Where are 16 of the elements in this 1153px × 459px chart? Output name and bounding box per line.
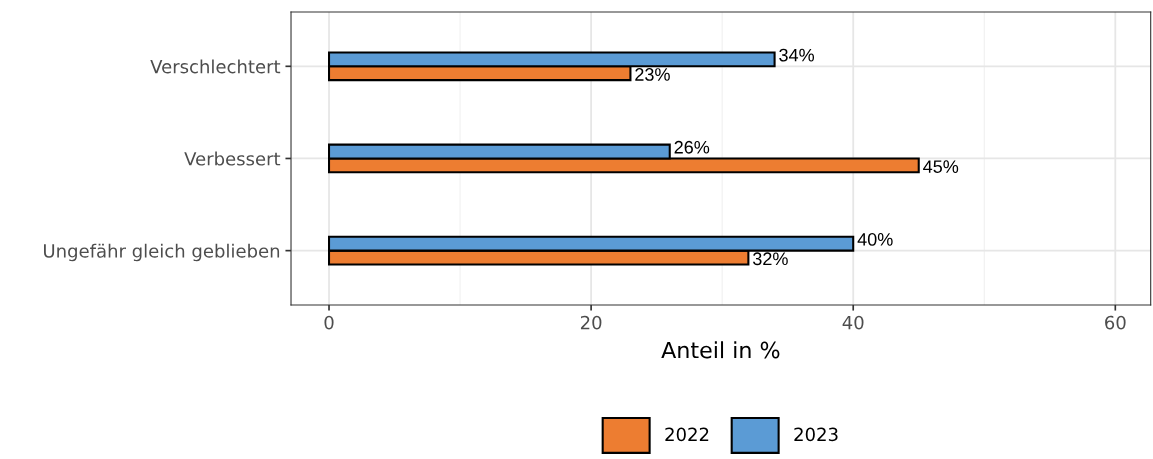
y-tick-label: Verschlechtert xyxy=(150,59,281,74)
legend-label: 2023 xyxy=(794,427,838,442)
data-label: 32% xyxy=(753,252,788,266)
y-tick-label: Ungefähr gleich geblieben xyxy=(44,243,280,262)
data-label: 23% xyxy=(635,68,670,81)
x-tick-label: 0 xyxy=(324,315,334,330)
x-tick-label: 20 xyxy=(580,315,602,330)
data-label: 45% xyxy=(923,160,959,173)
x-tick-label: 40 xyxy=(842,315,864,330)
data-label: 26% xyxy=(674,140,710,154)
y-tick-label: Verbessert xyxy=(184,151,281,166)
data-label: 40% xyxy=(857,233,893,246)
data-label: 34% xyxy=(779,48,815,62)
x-tick-label: 60 xyxy=(1105,315,1126,330)
legend-label: 2022 xyxy=(665,427,709,442)
x-axis-title: Anteil in % xyxy=(661,341,780,359)
